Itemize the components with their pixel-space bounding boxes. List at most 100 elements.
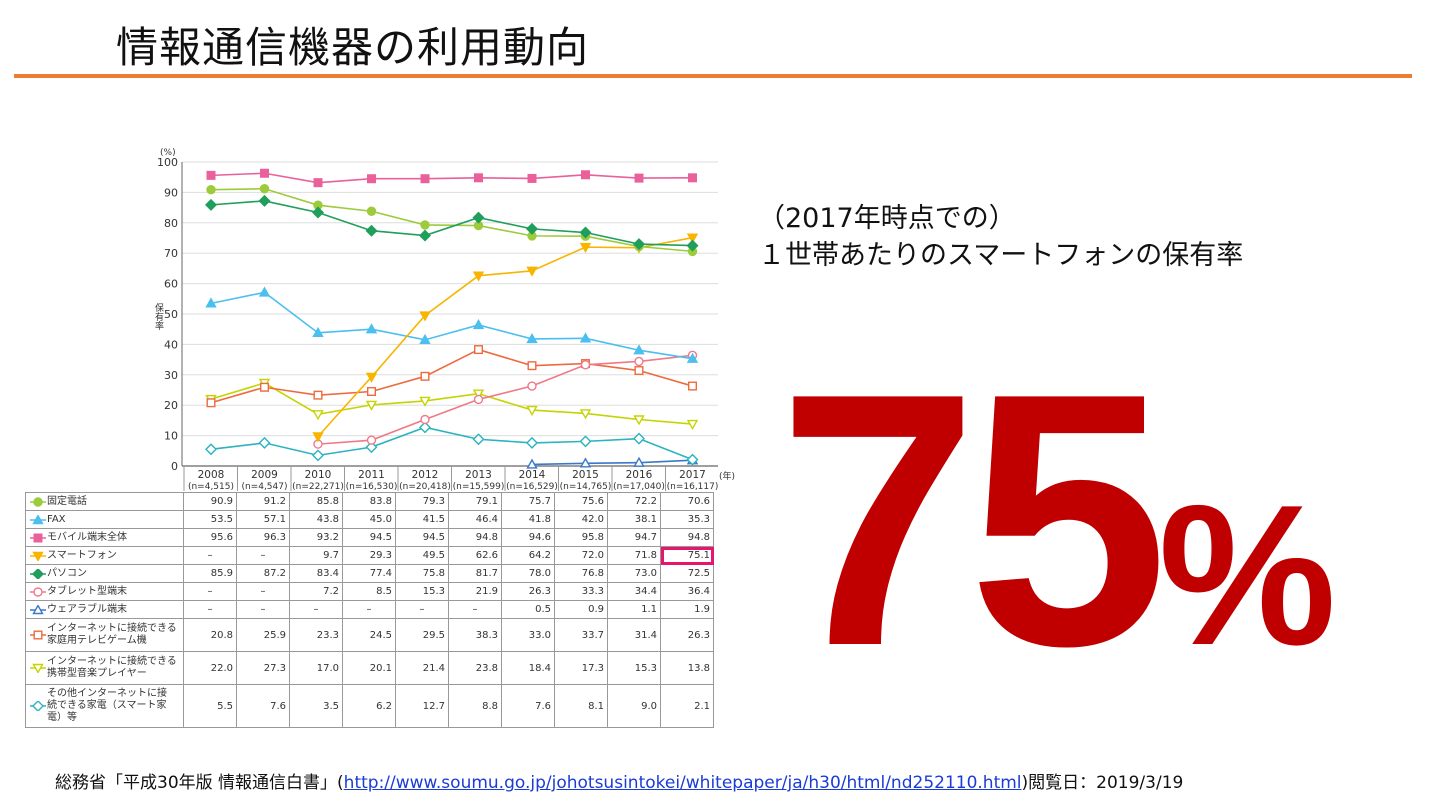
data-point [258,194,271,207]
series-5 [205,194,699,252]
table-cell: 72.5 [660,564,714,583]
row-label: インターネットに接続できる 携帯型音楽プレイヤー [25,651,184,685]
table-cell: 7.6 [501,684,555,728]
legend-symbol [33,496,43,507]
table-cell: 9.0 [607,684,661,728]
data-point [312,449,324,462]
table-row: その他インターネットに接 続できる家電（スマート家 電）等 5.5 7.6 3.5 6.2 1… [25,684,714,728]
data-point [580,360,591,370]
data-point [473,394,484,405]
data-point [633,456,645,467]
data-point [205,443,217,456]
data-point [474,345,484,355]
data-point [579,409,592,420]
table-cell: 7.2 [289,582,343,601]
table-cell: 85.8 [289,492,343,511]
legend-marker-icon [30,568,46,579]
data-point [365,441,378,454]
data-point [526,405,538,416]
data-point [419,333,431,345]
table-cell: 83.4 [289,564,343,583]
y-tick-label: 0 [171,460,178,473]
x-tick-label: 2010 [305,469,332,481]
table-cell: 94.7 [607,528,661,547]
legend-marker-icon [30,604,46,614]
series-line [317,354,693,445]
table-cell: 31.4 [607,618,661,652]
data-point [419,421,431,434]
data-point [365,372,378,383]
row-label: その他インターネットに接 続できる家電（スマート家 電）等 [25,684,184,728]
table-cell: 81.7 [448,564,502,583]
table-cell: 20.1 [342,651,396,685]
x-tick-label: 2015 [572,469,599,481]
table-cell: 21.4 [395,651,449,685]
line-chart: 0102030405060708090100(%)保有率(年)2008(n=4,… [153,148,735,492]
y-tick-label: 60 [164,278,178,291]
series-7 [526,454,699,469]
table-cell: 35.3 [660,510,714,529]
table-cell: – [183,546,237,565]
x-sample-size: (n=22,271) [292,482,344,492]
data-point [526,458,538,469]
data-point [688,173,698,183]
table-cell: 8.8 [448,684,502,728]
title-divider [14,74,1412,78]
y-tick-label: 40 [164,338,178,351]
series-name: タブレット型端末 [47,585,127,597]
table-cell: 75.6 [554,492,608,511]
data-point [258,436,271,449]
table-cell: 5.5 [183,684,237,728]
legend-marker-icon [30,551,46,561]
data-point [312,326,324,338]
data-point [527,173,537,183]
x-sample-size: (n=14,765) [560,482,612,492]
highlighted-cell: 75.1 [660,546,714,565]
table-cell: 38.3 [448,618,502,652]
table-cell: 94.5 [395,528,449,547]
data-point [579,457,592,468]
table-cell: 73.0 [607,564,661,583]
x-sample-size: (n=4,547) [241,482,287,492]
x-sample-size: (n=16,529) [506,482,558,492]
table-cell: 26.3 [501,582,555,601]
row-label: FAX [25,510,184,529]
data-point [472,271,485,282]
data-point [420,371,430,381]
table-cell: – [236,546,290,565]
data-point [366,206,377,216]
x-sample-size: (n=20,418) [399,482,451,492]
table-cell: 85.9 [183,564,237,583]
data-point [581,170,591,180]
series-1 [206,184,698,257]
x-tick-label: 2017 [679,469,706,481]
data-point [365,323,378,334]
source-prefix: 総務省「平成30年版 情報通信白書」( [55,773,344,793]
table-cell: 9.7 [289,546,343,565]
table-cell: 0.5 [501,600,555,619]
source-link[interactable]: http://www.soumu.go.jp/johotsusintokei/w… [343,773,1022,793]
series-name: インターネットに接続できる 携帯型音楽プレイヤー [47,656,177,680]
table-cell: 95.8 [554,528,608,547]
table-cell: – [236,582,290,601]
table-cell: 1.1 [607,600,661,619]
table-cell: 23.3 [289,618,343,652]
series-name-line: 電）等 [47,712,77,723]
slide-title: 情報通信機器の利用動向 [116,23,590,72]
data-point [365,400,378,411]
y-tick-label: 80 [164,217,178,230]
table-cell: 3.5 [289,684,343,728]
table-cell: 34.4 [607,582,661,601]
data-point [420,414,430,425]
data-point [367,174,377,184]
table-cell: 77.4 [342,564,396,583]
table-cell: 23.8 [448,651,502,685]
y-tick-label: 70 [164,247,178,260]
table-cell: 2.1 [660,684,714,728]
data-point [634,356,644,367]
data-point [633,432,645,445]
legend-marker-icon [30,701,46,711]
series-name: パソコン [47,567,87,579]
row-label: 固定電話 [25,492,184,511]
table-cell: – [342,600,396,619]
